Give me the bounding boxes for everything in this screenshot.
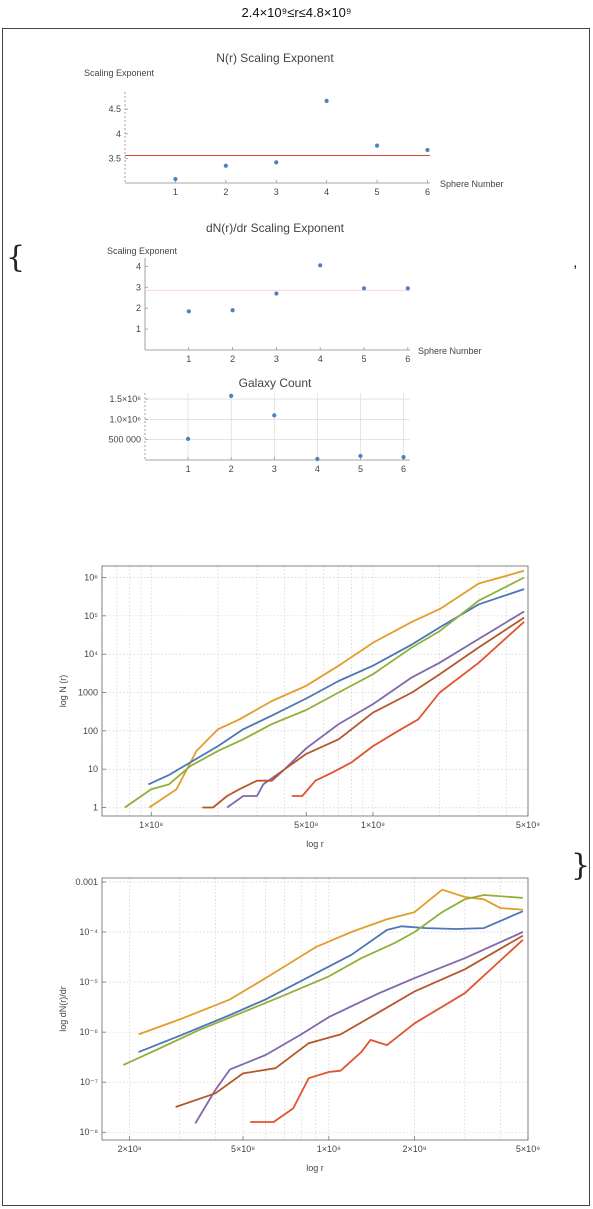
data-point <box>185 436 191 441</box>
y-tick-label: 10⁻⁷ <box>80 1077 98 1087</box>
data-point <box>186 309 191 314</box>
data-point <box>274 160 279 165</box>
data-point <box>230 308 235 313</box>
x-tick-label: 2 <box>230 354 235 364</box>
series-line <box>124 576 525 809</box>
x-tick-label: 6 <box>425 187 430 197</box>
list-open-brace: { <box>6 240 26 275</box>
series-line <box>138 888 523 1036</box>
y-tick-label: 3.5 <box>108 153 121 163</box>
chart-title: N(r) Scaling Exponent <box>216 51 334 65</box>
x-axis-label: log r <box>306 839 324 849</box>
x-tick-label: 5 <box>358 464 363 474</box>
y-tick-label: 10⁻⁴ <box>79 927 98 937</box>
data-point <box>324 98 329 103</box>
x-tick-label: 4 <box>318 354 323 364</box>
data-point <box>361 286 367 291</box>
list-close-brace: } <box>571 848 591 883</box>
y-tick-label: 1 <box>136 324 141 334</box>
y-tick-label: 500 000 <box>108 435 141 445</box>
series-line <box>291 621 525 797</box>
data-point <box>401 455 406 460</box>
x-tick-label: 5×10⁹ <box>516 820 540 830</box>
chart-title: Galaxy Count <box>239 376 312 390</box>
x-axis-label: Sphere Number <box>418 346 482 356</box>
y-tick-label: 1000 <box>78 688 98 698</box>
data-point <box>358 453 363 459</box>
y-tick-label: 100 <box>83 726 98 736</box>
data-point <box>318 263 323 268</box>
x-tick-label: 1 <box>173 187 178 197</box>
series-line <box>194 931 524 1124</box>
data-point <box>274 291 279 296</box>
data-point <box>425 147 430 153</box>
y-tick-label: 4 <box>136 261 141 271</box>
y-tick-label: 10⁻⁶ <box>80 1027 99 1037</box>
x-tick-label: 1×10⁹ <box>361 820 385 830</box>
y-tick-label: 1 <box>93 802 98 812</box>
y-tick-label: 10⁻⁸ <box>79 1127 98 1137</box>
y-tick-label: 10⁴ <box>84 649 98 659</box>
x-tick-label: 5×10⁸ <box>231 1144 255 1154</box>
data-point <box>173 176 178 182</box>
x-tick-label: 4 <box>324 187 329 197</box>
x-tick-label: 1×10⁸ <box>139 820 163 830</box>
y-tick-label: 10 <box>88 764 98 774</box>
x-tick-label: 3 <box>272 464 277 474</box>
series-line <box>138 910 524 1053</box>
x-tick-label: 2 <box>229 464 234 474</box>
x-tick-label: 2 <box>223 187 228 197</box>
y-tick-label: 1.5×10⁶ <box>110 394 142 404</box>
y-axis-label: log N (r) <box>58 675 68 708</box>
data-point <box>315 456 320 462</box>
y-tick-label: 10⁵ <box>84 611 98 621</box>
page-title: 2.4×10⁹≤r≤4.8×10⁹ <box>241 5 352 20</box>
x-tick-label: 5 <box>375 187 380 197</box>
series-line <box>148 569 525 809</box>
y-tick-label: 1.0×10⁶ <box>110 414 142 424</box>
series-line <box>202 616 525 809</box>
data-point <box>374 143 380 148</box>
data-point <box>223 163 228 168</box>
y-tick-label: 2 <box>136 303 141 313</box>
x-tick-label: 2×10⁹ <box>403 1144 427 1154</box>
data-point <box>405 286 410 291</box>
series-line <box>122 894 523 1066</box>
plot-frame <box>101 877 529 1141</box>
y-tick-label: 4.5 <box>108 104 121 114</box>
y-tick-label: 10⁶ <box>84 573 98 583</box>
series-line <box>147 588 525 786</box>
y-axis-label: Scaling Exponent <box>84 68 155 78</box>
series-line <box>226 610 525 809</box>
list-separator: , <box>573 254 578 271</box>
y-tick-label: 10⁻⁵ <box>80 977 99 987</box>
y-axis-label: Scaling Exponent <box>107 246 178 256</box>
x-tick-label: 5 <box>362 354 367 364</box>
chart-title: dN(r)/dr Scaling Exponent <box>206 221 345 235</box>
data-point <box>229 393 234 398</box>
x-tick-label: 6 <box>401 464 406 474</box>
series-line <box>175 934 524 1108</box>
plot-frame <box>101 565 529 817</box>
x-tick-label: 1 <box>186 464 191 474</box>
x-axis-label: Sphere Number <box>440 179 504 189</box>
x-tick-label: 5×10⁸ <box>294 820 318 830</box>
output-frame <box>2 28 590 1206</box>
x-tick-label: 2×10⁸ <box>118 1144 142 1154</box>
x-axis-label: log r <box>306 1163 324 1173</box>
y-tick-label: 0.001 <box>75 877 98 887</box>
y-tick-label: 4 <box>116 129 121 139</box>
x-tick-label: 1×10⁹ <box>317 1144 341 1154</box>
data-point <box>272 413 277 418</box>
x-tick-label: 5×10⁹ <box>516 1144 540 1154</box>
x-tick-label: 4 <box>315 464 320 474</box>
series-line <box>250 939 524 1123</box>
x-tick-label: 1 <box>186 354 191 364</box>
x-tick-label: 3 <box>274 187 279 197</box>
x-tick-label: 3 <box>274 354 279 364</box>
y-tick-label: 3 <box>136 282 141 292</box>
x-tick-label: 6 <box>405 354 410 364</box>
y-axis-label: log dN(r)/dr <box>58 986 68 1032</box>
